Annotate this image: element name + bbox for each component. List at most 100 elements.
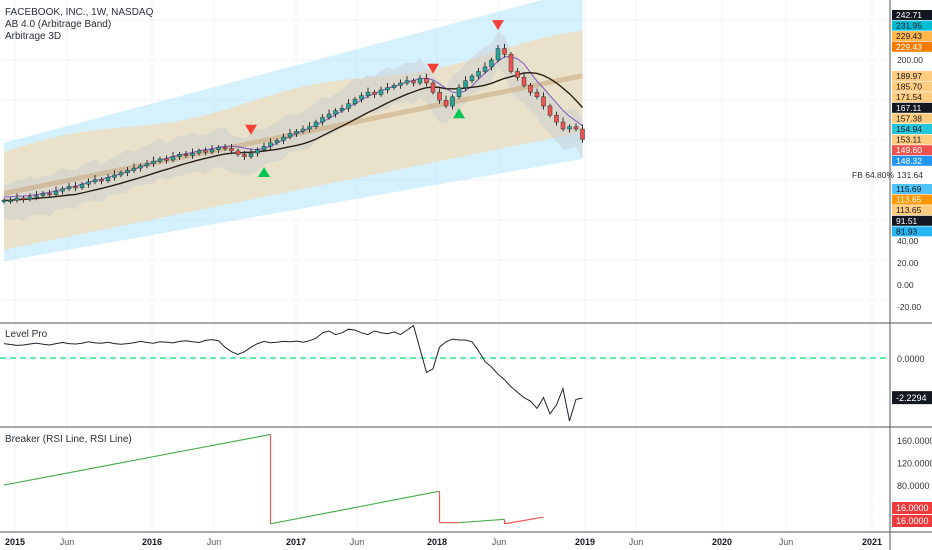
candle-body (105, 177, 111, 182)
candle-body (8, 200, 13, 203)
candle-body (255, 149, 260, 154)
candle-body (216, 147, 221, 150)
level-tick-label: 0.0000 (897, 354, 925, 364)
time-axis-label: 2016 (142, 537, 162, 547)
sell-arrow (427, 63, 439, 74)
indicator-arbitrage-3d[interactable]: Arbitrage 3D (5, 31, 62, 42)
candle-body (495, 48, 501, 61)
breaker-last-tag (892, 515, 932, 527)
candle-body (560, 121, 566, 130)
rsi-rising-segment (458, 518, 505, 524)
candle-body (60, 188, 65, 192)
price-tag-label: 113.65 (896, 205, 922, 215)
indicator-arbitrage-band[interactable]: AB 4.0 (Arbitrage Band) (5, 19, 112, 30)
candle-body (190, 152, 195, 156)
price-tag (892, 20, 932, 31)
level-pro-line (3, 324, 583, 422)
candle-body (209, 149, 215, 153)
candle-body (287, 133, 293, 138)
candle-body (476, 71, 481, 77)
candle-body (313, 121, 319, 127)
price-tag (892, 10, 932, 20)
time-axis-label: Jun (207, 537, 222, 547)
candle-body (528, 85, 533, 93)
price-tag (892, 124, 932, 134)
candle-body (14, 197, 20, 201)
candle-body (580, 128, 585, 140)
candle-body (222, 147, 228, 150)
candle-body (268, 142, 273, 147)
candle-body (47, 193, 52, 196)
breaker-tick-label: 160.0000 (897, 436, 932, 446)
time-axis[interactable]: 2015 Jun 2016 Jun 2017 Jun 2018 Jun 2019 Jun 2020 J… (5, 537, 882, 547)
level-pro-title[interactable]: Level Pro (5, 329, 48, 340)
price-scale-label: 40.00 (897, 236, 919, 246)
price-tag (892, 71, 932, 81)
price-tag-label: 115.69 (896, 184, 922, 194)
breaker-last-value: 16.0000 (896, 516, 929, 526)
candle-body (424, 78, 429, 84)
price-tag (892, 184, 932, 194)
level-pro-pane (0, 324, 890, 422)
candle-body (118, 172, 124, 176)
candle-body (99, 179, 104, 182)
price-tag (892, 215, 932, 226)
price-tag (892, 92, 932, 103)
arbitrage-bands (4, 0, 583, 262)
time-axis-label: Jun (350, 537, 365, 547)
price-tag (892, 41, 932, 52)
candle-body (365, 91, 371, 96)
rsi-rising-segment (270, 490, 440, 525)
breaker-title[interactable]: Breaker (RSI Line, RSI Line) (5, 434, 132, 445)
candle-body (489, 59, 494, 68)
candle-body (391, 85, 397, 88)
price-axis[interactable]: 0.0000 -2.2294 160.0000 120.0000 80.0000 40.0… (852, 10, 932, 527)
price-scale-label: 131.64 (897, 170, 923, 180)
candle-body (508, 54, 514, 72)
price-scale-label: 200.00 (897, 55, 923, 65)
candle-body (378, 89, 384, 95)
candle-body (170, 156, 176, 161)
slow-ma-line (4, 71, 584, 202)
breaker-pane (3, 433, 544, 525)
candle-body (281, 136, 286, 141)
candle-body (229, 148, 234, 152)
candle-body (300, 128, 306, 132)
candle-body (326, 113, 332, 118)
candle-body (21, 197, 26, 200)
candle-body (138, 165, 143, 169)
candle-body (40, 193, 46, 196)
candle-body (183, 154, 189, 157)
time-axis-label: 2021 (862, 537, 882, 547)
candle-body (131, 167, 137, 171)
price-tag (892, 81, 932, 92)
candle-body (456, 87, 462, 98)
candle-body (443, 100, 449, 107)
level-last-value: -2.2294 (896, 393, 927, 403)
candle-body (274, 140, 280, 144)
price-tag (892, 113, 932, 124)
price-tag (892, 205, 932, 216)
middle-band (4, 30, 583, 250)
candle-body (534, 91, 540, 98)
candle-body (248, 152, 254, 157)
candle-body (573, 126, 579, 130)
candle-body (502, 48, 507, 55)
price-tag-label: 148.32 (896, 156, 922, 166)
candle-body (92, 179, 98, 183)
time-axis-label: Jun (492, 537, 507, 547)
price-tag-label: 149.60 (896, 145, 922, 155)
candle-body (196, 150, 202, 154)
candle-body (554, 114, 559, 123)
sell-arrow (492, 20, 504, 31)
price-scale-label: 20.00 (897, 258, 919, 268)
price-tag-label: 81.93 (896, 226, 918, 236)
candle-body (450, 96, 455, 107)
rsi-rising-segment (3, 433, 271, 486)
candle-body (372, 91, 377, 95)
candle-body (320, 117, 325, 123)
price-tag-label: 167.11 (896, 103, 922, 113)
breaker-last-tag (892, 502, 932, 514)
